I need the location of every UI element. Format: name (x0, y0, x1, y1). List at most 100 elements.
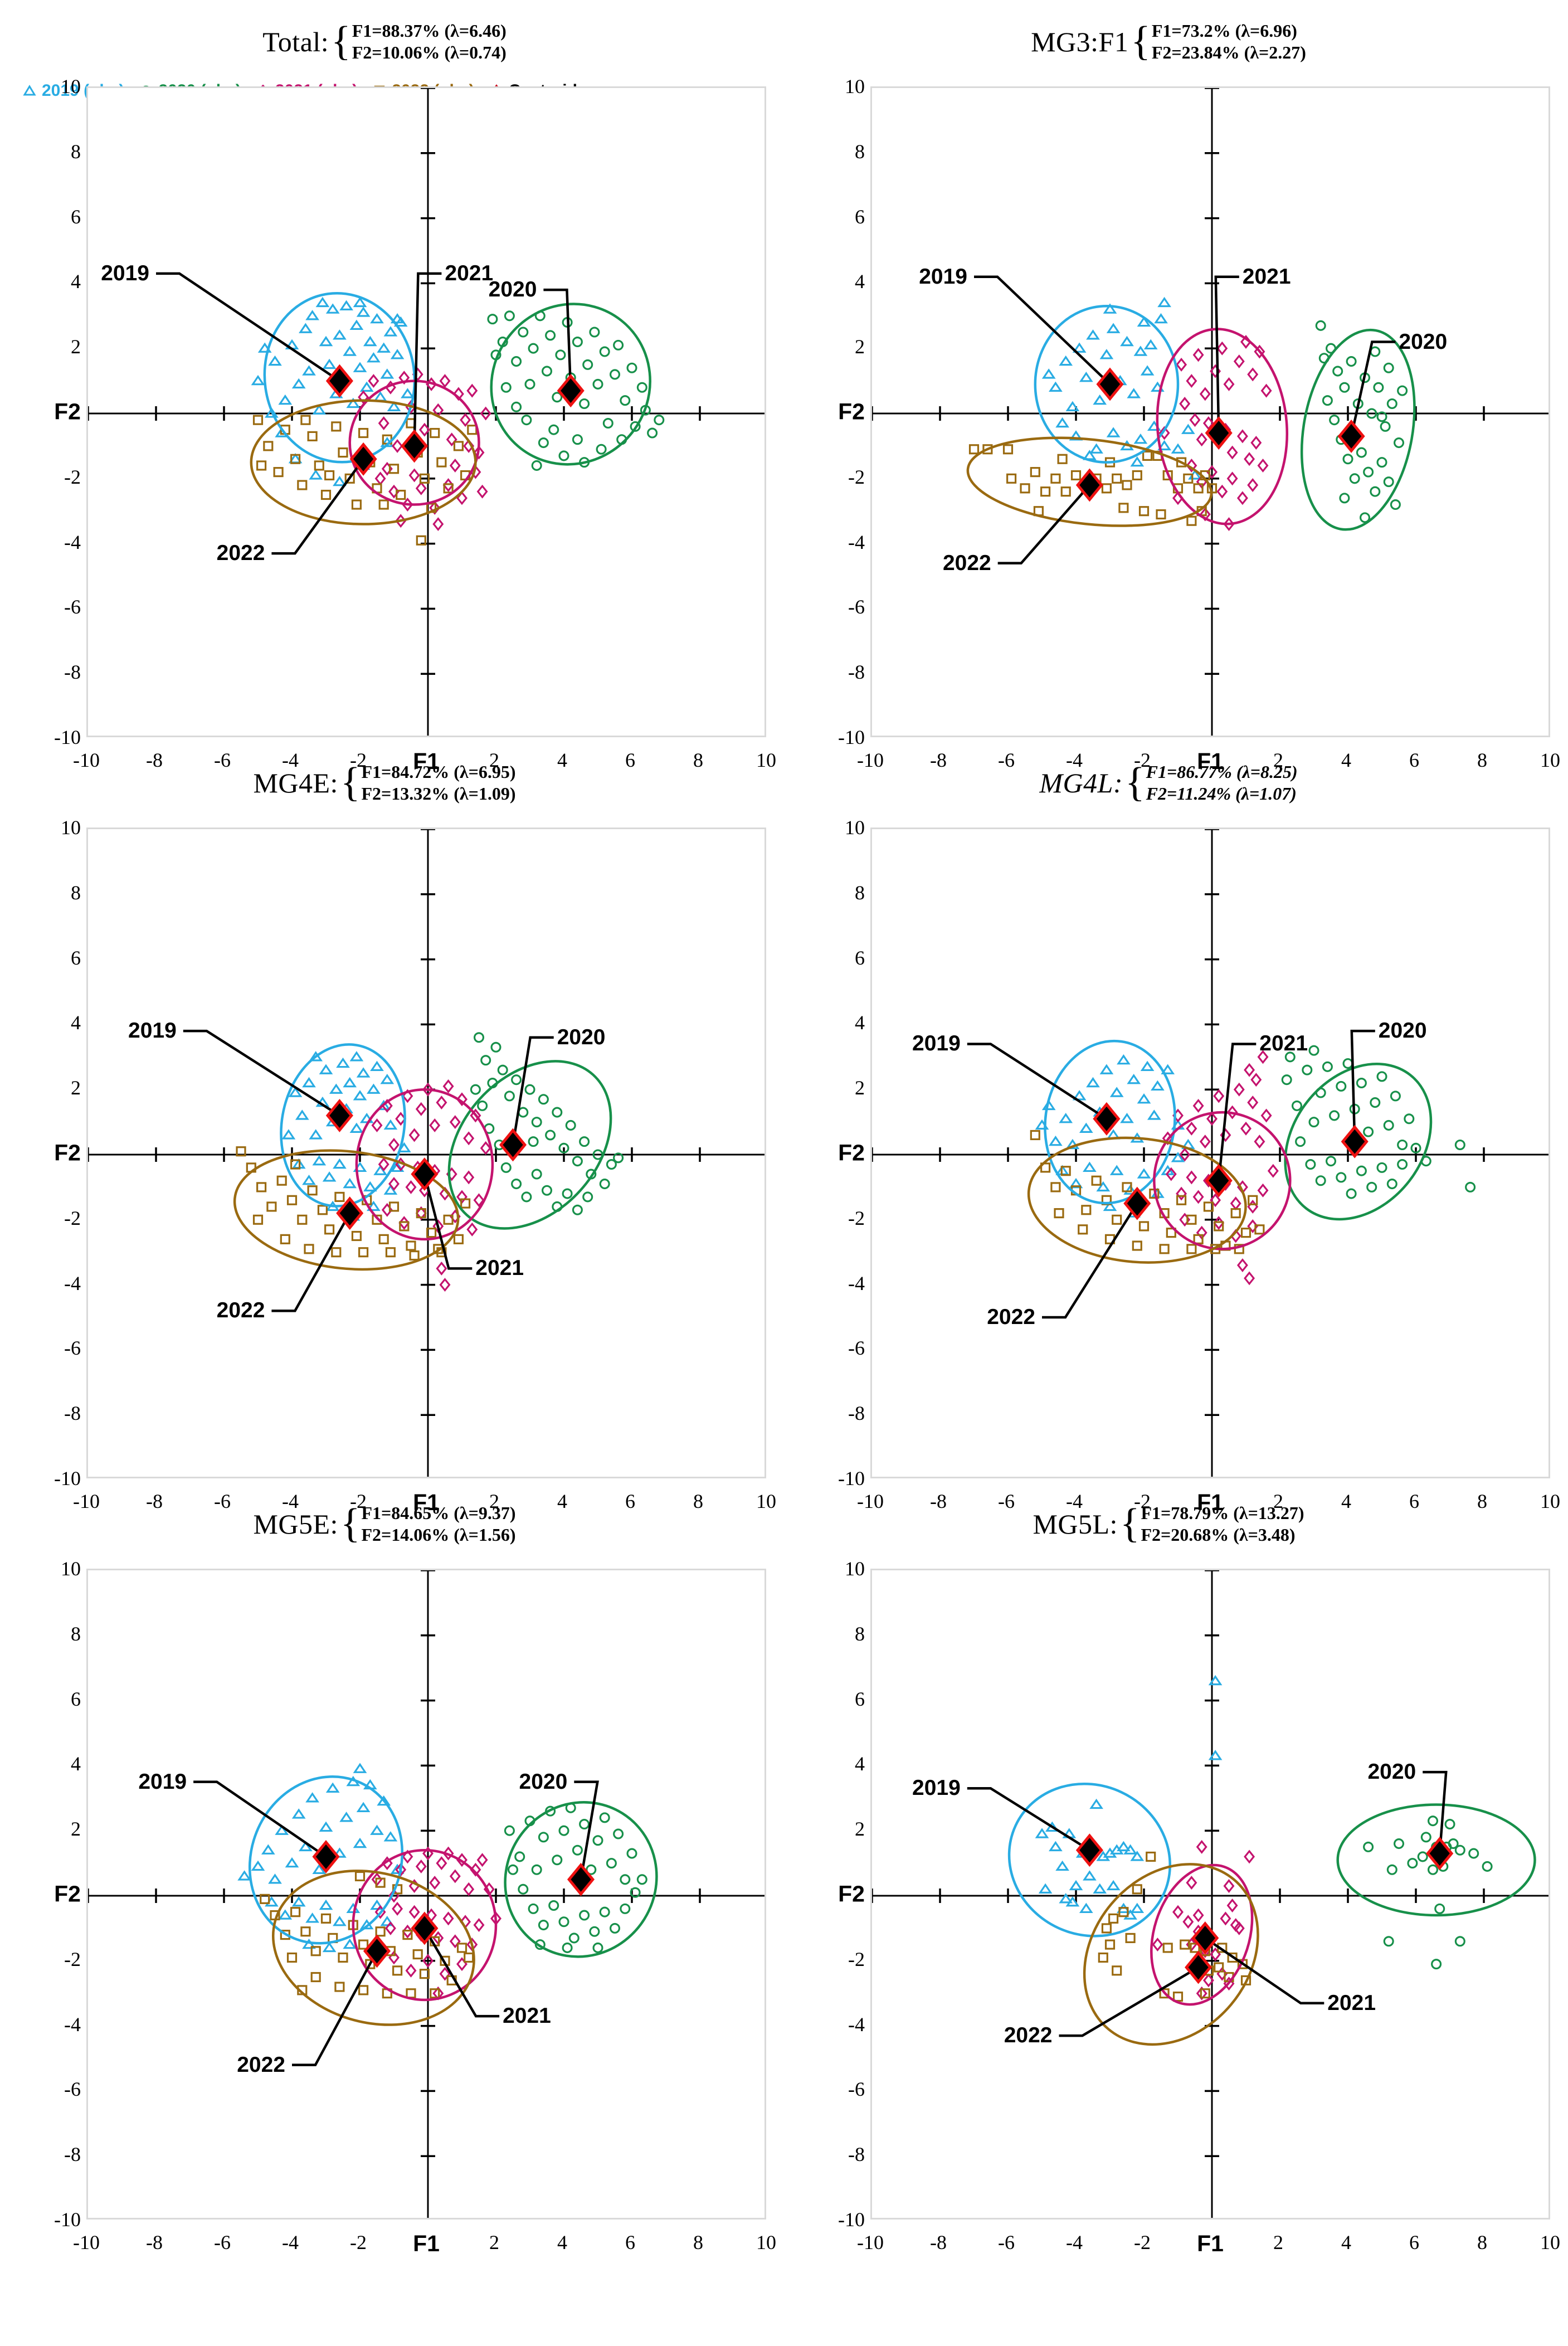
panel-title-name: MG4E: (253, 767, 338, 799)
plot-area-mg4e[interactable]: 2019 2020 2021 2022 (86, 828, 766, 1478)
y-axis-tick-label: 8 (855, 1622, 865, 1645)
plot-area-mg5l[interactable]: 2019 2020 2021 2022 (870, 1569, 1550, 2220)
y-axis-tick-label: -10 (838, 1467, 865, 1490)
y-axis-tick-label: 10 (845, 1557, 865, 1580)
annotation-label-2019: 2019 (912, 1776, 961, 1800)
x-axis-tick-label: -2 (350, 1490, 367, 1512)
y-axis-tick-labels: 10 8 6 4 2 F2 -2 -4 -6 -8 -10 (798, 1557, 865, 2231)
x-axis-tick-label: 6 (1409, 2231, 1419, 2253)
y-axis-tick-labels: 10 8 6 4 2 F2 -2 -4 -6 -8 -10 (14, 75, 81, 748)
panel-title-f2: F2=20.68% (λ=3.48) (1141, 1525, 1296, 1545)
brace-glyph: { (1125, 760, 1145, 806)
y-axis-tick-label: -4 (64, 1272, 81, 1294)
panel-title-f2: F2=13.32% (λ=1.09) (361, 783, 516, 804)
series-points-circle (470, 1032, 624, 1215)
x-axis-tick-label: 4 (557, 2231, 567, 2253)
x-axis-tick-label: -4 (1066, 2231, 1083, 2253)
annotation-label-2020: 2020 (519, 1769, 568, 1794)
y-axis-tick-label: -6 (64, 596, 81, 619)
y-axis-tick-label: -8 (64, 2143, 81, 2166)
series-points-diamond (371, 1079, 491, 1292)
x-axis-tick-label: -6 (998, 749, 1015, 771)
x-axis-tick-label: -2 (1134, 1490, 1151, 1512)
x-axis-tick-label: -4 (282, 1490, 299, 1512)
x-axis-tick-label: -2 (350, 749, 367, 771)
panel-title-f1: F1=88.37% (λ=6.46) (352, 20, 507, 41)
plot-canvas: 2019 2020 2021 2022 (88, 829, 764, 1477)
y-axis-tick-label: -8 (848, 2143, 865, 2166)
x-axis-label: F1 (413, 1490, 440, 1515)
x-axis-tick-label: -6 (214, 2231, 231, 2253)
y-axis-tick-label: -8 (848, 1402, 865, 1425)
panel-title-f1: F1=78.79% (λ=13.27) (1141, 1502, 1304, 1523)
x-axis-tick-label: -10 (857, 749, 884, 771)
x-axis-tick-label: 2 (489, 2231, 499, 2253)
y-axis-tick-label: -10 (54, 2208, 81, 2231)
x-axis-tick-label: -10 (73, 2231, 100, 2253)
y-axis-tick-label: 2 (855, 1077, 865, 1099)
plot-area-total[interactable]: 2019 2020 2021 2022 (86, 86, 766, 737)
panel-title: Total: { F1=88.37% (λ=6.46) F2=10.06% (λ… (0, 0, 769, 84)
series-points-circle (504, 1802, 647, 1953)
x-axis-tick-label: 2 (1273, 2231, 1283, 2253)
x-axis-tick-label: -10 (73, 1490, 100, 1512)
y-axis-tick-label: 2 (71, 335, 81, 358)
x-axis-label: F1 (1197, 1490, 1224, 1515)
x-axis-tick-label: 6 (625, 749, 635, 771)
y-axis-tick-label: -2 (848, 1206, 865, 1229)
panel-title: MG4L: { F1=86.77% (λ=8.25) F2=11.24% (λ=… (784, 741, 1553, 825)
x-axis-tick-label: 8 (693, 1490, 703, 1512)
x-axis-tick-label: 10 (756, 1490, 776, 1512)
y-axis-tick-label: 8 (855, 140, 865, 163)
x-axis-tick-label: -4 (282, 749, 299, 771)
x-axis-tick-label: -2 (1134, 2231, 1151, 2253)
y-axis-tick-labels: 10 8 6 4 2 F2 -2 -4 -6 -8 -10 (14, 1557, 81, 2231)
x-axis-tick-label: 10 (1540, 749, 1560, 771)
series-points-circle (1363, 1816, 1493, 1970)
panel-mg4e: MG4E: { F1=84.72% (λ=6.95) F2=13.32% (λ=… (0, 741, 776, 1521)
panel-mg3f1: MG3:F1 { F1=73.2% (λ=6.96) F2=23.84% (λ=… (784, 0, 1560, 780)
annotation-label-2019: 2019 (912, 1031, 961, 1056)
y-axis-tick-label: 2 (71, 1818, 81, 1841)
annotation-label-2020: 2020 (488, 278, 537, 302)
annotation-label-2020: 2020 (1378, 1019, 1427, 1043)
panel-mg5l: MG5L: { F1=78.79% (λ=13.27) F2=20.68% (λ… (784, 1482, 1560, 2262)
x-axis-tick-label: -8 (930, 749, 947, 771)
brace-glyph: { (340, 1501, 361, 1547)
y-axis-tick-label: 2 (71, 1077, 81, 1099)
y-axis-tick-label: 10 (61, 816, 81, 839)
x-axis-label: F1 (1197, 748, 1224, 774)
x-axis-tick-labels: -10 -8 -6 -4 -2 F1 2 4 6 8 10 (857, 748, 1560, 787)
annotation-label-2021: 2021 (1259, 1031, 1308, 1056)
x-axis-tick-label: 8 (1477, 1490, 1487, 1512)
y-axis-tick-label: -6 (848, 2078, 865, 2101)
brace-glyph: { (331, 18, 351, 65)
x-axis-tick-label: -4 (1066, 749, 1083, 771)
x-axis-tick-label: -2 (350, 2231, 367, 2253)
x-axis-tick-label: 10 (1540, 1490, 1560, 1512)
panel-mg4l: MG4L: { F1=86.77% (λ=8.25) F2=11.24% (λ=… (784, 741, 1560, 1521)
x-axis-tick-label: 2 (489, 1490, 499, 1512)
y-axis-tick-label: 2 (855, 1818, 865, 1841)
panel-title-name: MG5L: (1033, 1508, 1118, 1540)
x-axis-tick-label: -4 (1066, 1490, 1083, 1512)
x-axis-tick-label: 8 (693, 2231, 703, 2253)
panel-title-name: MG3:F1 (1031, 26, 1129, 57)
y-axis-tick-label: -2 (64, 1206, 81, 1229)
y-axis-label: F2 (54, 398, 81, 425)
y-axis-label: F2 (838, 1881, 865, 1907)
y-axis-tick-labels: 10 8 6 4 2 F2 -2 -4 -6 -8 -10 (798, 75, 865, 748)
plot-area-mg3f1[interactable]: 2019 2020 2021 2022 (870, 86, 1550, 737)
panel-title-f2: F2=23.84% (λ=2.27) (1151, 42, 1306, 62)
x-axis-tick-label: -8 (930, 2231, 947, 2253)
y-axis-tick-label: 2 (855, 335, 865, 358)
plot-area-mg5e[interactable]: 2019 2020 2021 2022 (86, 1569, 766, 2220)
x-axis-label: F1 (413, 2231, 440, 2256)
y-axis-tick-label: 10 (61, 75, 81, 98)
series-points-diamond (1158, 335, 1272, 532)
plot-area-mg4l[interactable]: 2019 2020 2021 2022 (870, 828, 1550, 1478)
panel-title-f2: F2=10.06% (λ=0.74) (352, 42, 507, 62)
brace-glyph: { (1131, 18, 1151, 65)
y-axis-tick-labels: 10 8 6 4 2 F2 -2 -4 -6 -8 -10 (798, 816, 865, 1490)
